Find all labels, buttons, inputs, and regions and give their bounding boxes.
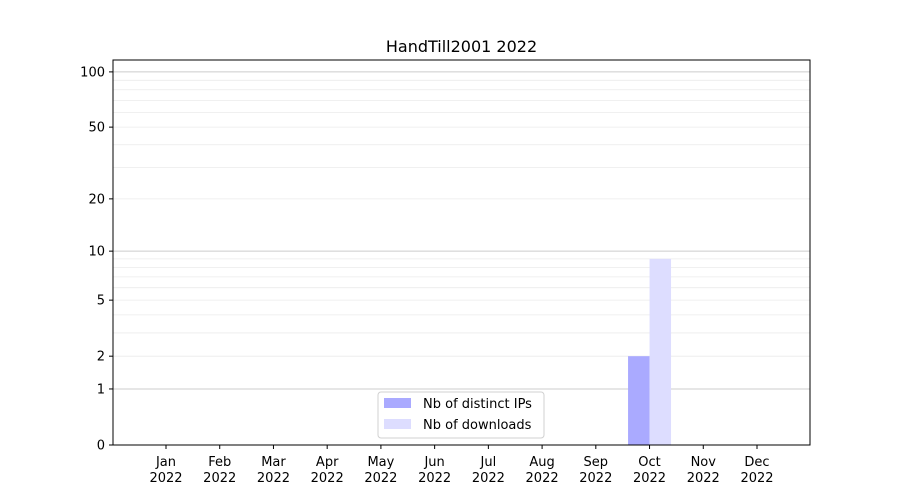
x-tick-label: Jan 2022	[149, 455, 182, 486]
plot-frame	[112, 59, 811, 446]
x-tick-label: Apr 2022	[311, 455, 344, 486]
x-tick-label: Sep 2022	[579, 455, 612, 486]
y-tick-label: 20	[88, 192, 105, 207]
x-tick-label: Jun 2022	[418, 455, 451, 486]
legend-box	[377, 391, 545, 439]
legend-swatch	[384, 419, 411, 429]
legend-label: Nb of distinct IPs	[423, 397, 532, 412]
y-tick-label: 1	[97, 382, 105, 397]
x-tick-label: Feb 2022	[203, 455, 236, 486]
y-tick-label: 5	[97, 294, 105, 309]
chart-title: HandTill2001 2022	[386, 37, 537, 56]
bar-downloads	[649, 258, 672, 445]
y-tick-label: 2	[97, 350, 105, 365]
y-tick-label: 50	[88, 121, 105, 136]
y-tick-label: 10	[88, 245, 105, 260]
x-tick-label: Nov 2022	[687, 455, 720, 486]
y-axis: 0 1 2 5 10 20 50 100	[80, 65, 113, 454]
x-tick-label: Jul 2022	[472, 455, 505, 486]
bars	[628, 258, 672, 445]
x-tick-label: May 2022	[364, 455, 397, 486]
x-tick-label: Oct 2022	[633, 455, 666, 486]
y-tick-label: 0	[97, 439, 105, 454]
y-tick-label: 100	[80, 65, 105, 80]
x-tick-label: Mar 2022	[257, 455, 290, 486]
legend: Nb of distinct IPs Nb of downloads	[377, 391, 545, 439]
legend-swatch	[384, 398, 411, 408]
gridlines	[113, 71, 810, 390]
x-tick-label: Dec 2022	[740, 455, 773, 486]
x-tick-label: Aug 2022	[526, 455, 559, 486]
x-axis: Jan 2022 Feb 2022 Mar 2022 Apr 2022 May 2022 Jun 20…	[149, 445, 774, 486]
legend-label: Nb of downloads	[423, 418, 532, 433]
bar-distinct-ips	[628, 356, 650, 445]
